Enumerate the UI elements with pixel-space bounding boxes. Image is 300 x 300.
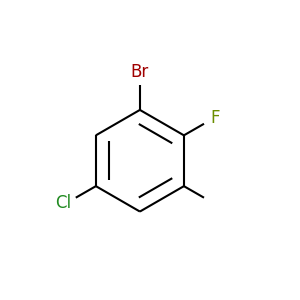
- Text: Br: Br: [131, 63, 149, 81]
- Text: Cl: Cl: [55, 194, 71, 212]
- Text: F: F: [211, 109, 220, 127]
